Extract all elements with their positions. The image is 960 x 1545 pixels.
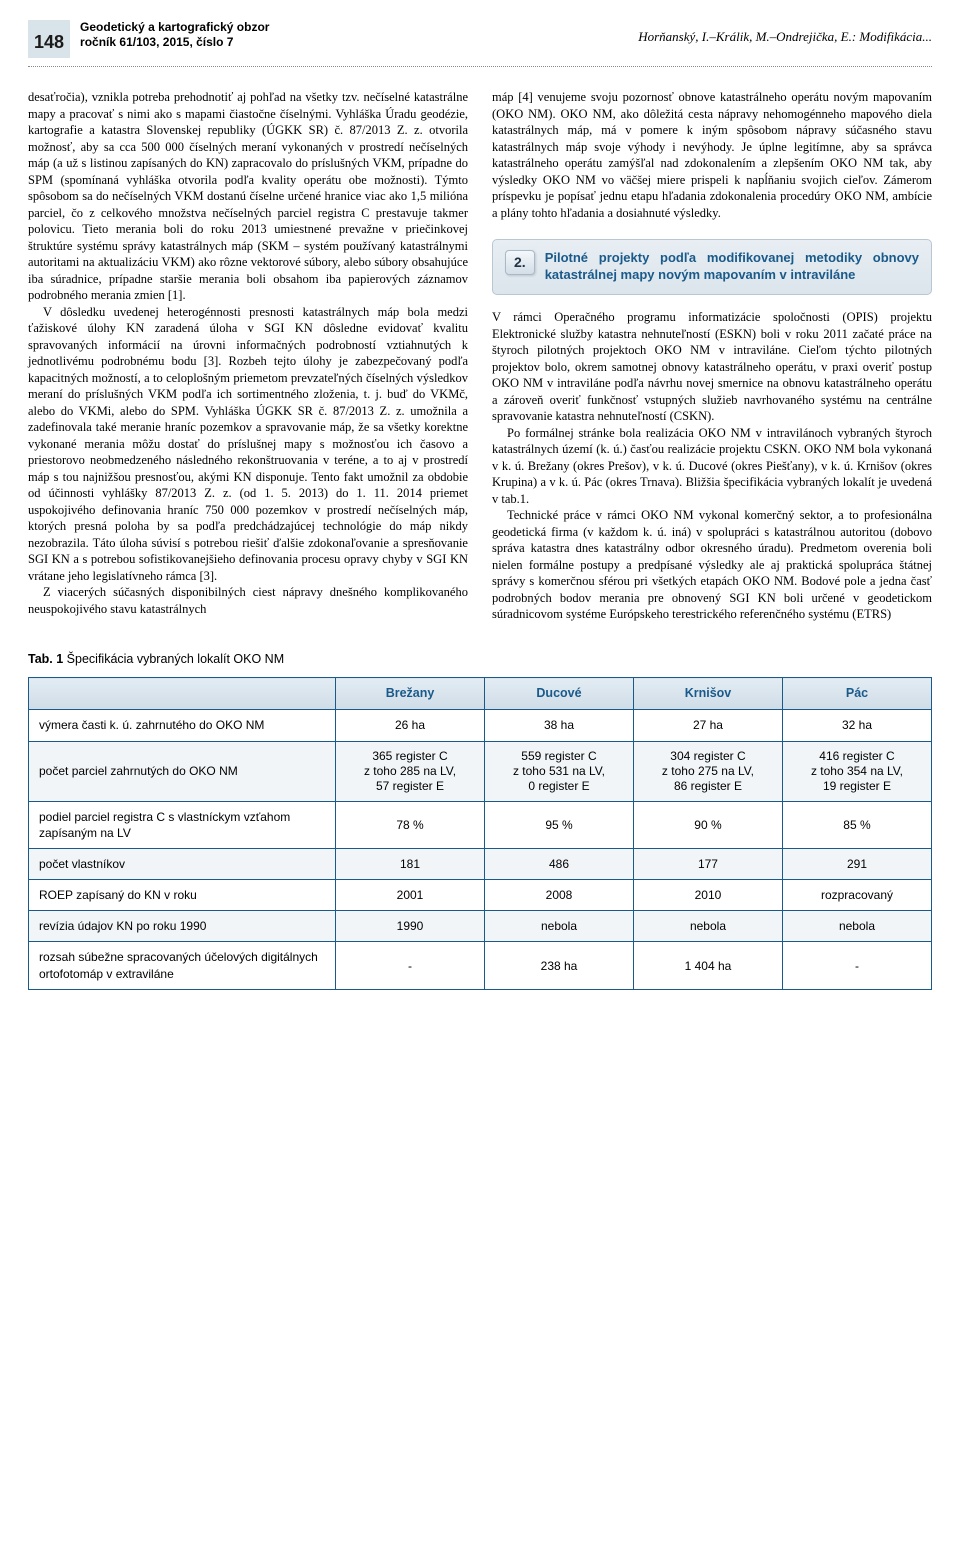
table-cell: 486 — [485, 848, 634, 879]
table-cell: 291 — [782, 848, 931, 879]
table-cell: nebola — [782, 911, 931, 942]
table-cell: 2010 — [633, 880, 782, 911]
table-cell: 90 % — [633, 801, 782, 848]
table-cell: 32 ha — [782, 710, 931, 741]
table-cell: 95 % — [485, 801, 634, 848]
journal-title: Geodetický a kartografický obzor — [80, 20, 638, 35]
body-para: Technické práce v rámci OKO NM vykonal k… — [492, 507, 932, 623]
table-row: podiel parciel registra C s vlastníckym … — [29, 801, 932, 848]
table-header-cell: Ducové — [485, 678, 634, 710]
body-columns: desaťročia), vznikla potreba prehodnotiť… — [28, 89, 932, 622]
table-cell: nebola — [485, 911, 634, 942]
table-cell: - — [782, 942, 931, 989]
body-para: V dôsledku uvedenej heterogénnosti presn… — [28, 304, 468, 585]
table-cell: 177 — [633, 848, 782, 879]
table-row: ROEP zapísaný do KN v roku200120082010ro… — [29, 880, 932, 911]
table-cell: 181 — [336, 848, 485, 879]
section-heading-box: 2. Pilotné projekty podľa modifikovanej … — [492, 239, 932, 295]
table-caption: Tab. 1 Špecifikácia vybraných lokalít OK… — [28, 651, 932, 668]
table-cell: 559 register Cz toho 531 na LV,0 registe… — [485, 741, 634, 801]
table-header-row: Brežany Ducové Krnišov Pác — [29, 678, 932, 710]
table-cell: 238 ha — [485, 942, 634, 989]
page-header: 148 Geodetický a kartografický obzor roč… — [28, 20, 932, 58]
table-row-label: revízia údajov KN po roku 1990 — [29, 911, 336, 942]
table-cell: 416 register Cz toho 354 na LV,19 regist… — [782, 741, 931, 801]
table-row-label: počet parciel zahrnutých do OKO NM — [29, 741, 336, 801]
table-cell: - — [336, 942, 485, 989]
table-cell: 38 ha — [485, 710, 634, 741]
journal-issue: ročník 61/103, 2015, číslo 7 — [80, 35, 638, 50]
body-para: Z viacerých súčasných disponibilných cie… — [28, 584, 468, 617]
spec-table: Brežany Ducové Krnišov Pác výmera časti … — [28, 677, 932, 989]
table-header-cell: Pác — [782, 678, 931, 710]
table-header-cell: Brežany — [336, 678, 485, 710]
table-cell: 2008 — [485, 880, 634, 911]
table-caption-text: Špecifikácia vybraných lokalít OKO NM — [63, 652, 284, 666]
section-title: Pilotné projekty podľa modifikovanej met… — [545, 250, 919, 284]
table-cell: 26 ha — [336, 710, 485, 741]
table-row-label: ROEP zapísaný do KN v roku — [29, 880, 336, 911]
table-cell: 1990 — [336, 911, 485, 942]
journal-info: Geodetický a kartografický obzor ročník … — [80, 20, 638, 50]
table-row-label: rozsah súbežne spracovaných účelových di… — [29, 942, 336, 989]
table-cell: 304 register Cz toho 275 na LV,86 regist… — [633, 741, 782, 801]
table-caption-label: Tab. 1 — [28, 652, 63, 666]
table-row: počet vlastníkov181486177291 — [29, 848, 932, 879]
table-row: revízia údajov KN po roku 19901990nebola… — [29, 911, 932, 942]
table-cell: 1 404 ha — [633, 942, 782, 989]
table-row-label: výmera časti k. ú. zahrnutého do OKO NM — [29, 710, 336, 741]
table-cell: nebola — [633, 911, 782, 942]
body-para: Po formálnej stránke bola realizácia OKO… — [492, 425, 932, 508]
table-cell: 27 ha — [633, 710, 782, 741]
body-para: máp [4] venujeme svoju pozornosť obnove … — [492, 89, 932, 221]
table-cell: 365 register Cz toho 285 na LV,57 regist… — [336, 741, 485, 801]
table-row-label: počet vlastníkov — [29, 848, 336, 879]
table-row-label: podiel parciel registra C s vlastníckym … — [29, 801, 336, 848]
table-row: počet parciel zahrnutých do OKO NM365 re… — [29, 741, 932, 801]
table-header-cell — [29, 678, 336, 710]
header-authors: Horňanský, I.–Králik, M.–Ondrejička, E.:… — [638, 20, 932, 46]
body-para: desaťročia), vznikla potreba prehodnotiť… — [28, 89, 468, 304]
page-number: 148 — [28, 20, 70, 58]
table-row: výmera časti k. ú. zahrnutého do OKO NM2… — [29, 710, 932, 741]
table-header-cell: Krnišov — [633, 678, 782, 710]
table-cell: 85 % — [782, 801, 931, 848]
table-cell: rozpracovaný — [782, 880, 931, 911]
body-para: V rámci Operačného programu informatizác… — [492, 309, 932, 425]
table-cell: 78 % — [336, 801, 485, 848]
section-number: 2. — [505, 250, 535, 274]
table-row: rozsah súbežne spracovaných účelových di… — [29, 942, 932, 989]
header-divider — [28, 66, 932, 67]
table-cell: 2001 — [336, 880, 485, 911]
